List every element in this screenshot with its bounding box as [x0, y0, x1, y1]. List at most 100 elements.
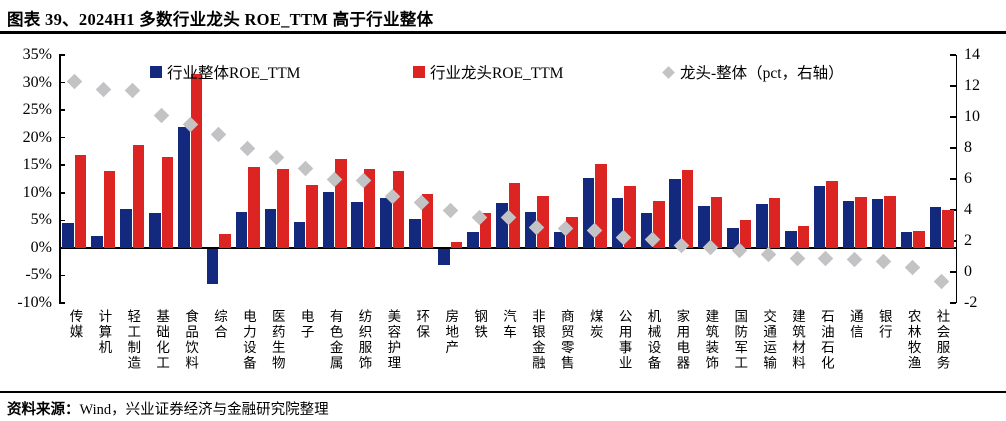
- y-axis-left-label: 35%: [22, 46, 52, 63]
- bar-industry-overall: [813, 186, 826, 248]
- diamond-leader-minus-overall: [847, 251, 863, 268]
- bar-industry-leader: [855, 196, 867, 248]
- bar-industry-overall: [149, 212, 161, 248]
- y-axis-left-tick: [59, 192, 65, 194]
- x-axis-label: 有色金属: [327, 309, 343, 371]
- bar-industry-overall: [409, 218, 421, 248]
- y-axis-right-tick: [950, 271, 956, 273]
- bar-industry-leader: [74, 155, 87, 248]
- bar-industry-leader: [161, 156, 174, 248]
- legend-entry: 行业整体ROE_TTM: [150, 61, 300, 83]
- bar-industry-overall: [553, 232, 566, 248]
- bar-industry-overall: [91, 235, 103, 248]
- bar-industry-overall: [293, 221, 306, 248]
- bar-industry-overall: [264, 209, 277, 248]
- bar-industry-overall: [351, 201, 363, 248]
- y-axis-left-label: 20%: [22, 128, 52, 146]
- y-axis-left-tick: [59, 302, 65, 304]
- y-axis-right-tick: [950, 147, 956, 149]
- y-axis-left-tick: [59, 136, 65, 139]
- bar-industry-overall: [611, 198, 624, 248]
- x-axis-label: 房地产: [443, 309, 459, 356]
- y-axis-right-tick: [950, 54, 956, 56]
- bar-industry-leader: [913, 230, 925, 248]
- x-axis-label: 公用事业: [616, 309, 632, 371]
- x-axis-label: 石油石化: [818, 309, 834, 371]
- x-axis-label: 社会服务: [934, 309, 950, 371]
- x-axis-label: 建筑材料: [790, 309, 806, 371]
- bar-industry-overall: [467, 232, 479, 248]
- y-axis-left-tick: [59, 164, 65, 166]
- bar-industry-leader: [566, 217, 578, 248]
- y-axis-right-line: [955, 55, 957, 303]
- y-axis-left-label: 10%: [22, 183, 52, 201]
- bar-industry-overall: [640, 212, 653, 248]
- y-axis-right-label: 6: [964, 170, 972, 187]
- diamond-leader-minus-overall: [789, 250, 805, 266]
- x-axis-label: 商贸零售: [558, 309, 574, 371]
- x-axis-label: 国防军工: [732, 309, 748, 371]
- y-axis-left-line: [59, 55, 61, 303]
- bar-industry-leader: [595, 163, 607, 248]
- bar-industry-leader: [884, 195, 896, 248]
- x-axis-label: 轻工制造: [125, 309, 141, 371]
- bar-industry-leader: [942, 209, 954, 248]
- y-axis-right-tick: [950, 178, 956, 180]
- x-axis-label: 农林牧渔: [905, 309, 921, 371]
- bar-industry-leader: [219, 233, 231, 248]
- bar-industry-leader: [479, 213, 492, 248]
- y-axis-right-label: 8: [964, 139, 972, 156]
- diamond-leader-minus-overall: [875, 253, 892, 269]
- bar-industry-overall: [322, 192, 335, 248]
- y-axis-left-label: 0%: [30, 238, 52, 256]
- y-axis-left-tick: [59, 274, 65, 277]
- source-label: 资料来源：: [7, 402, 80, 418]
- bar-industry-leader: [277, 168, 289, 248]
- diamond-leader-minus-overall: [904, 259, 921, 276]
- bar-industry-leader: [306, 185, 318, 248]
- x-axis-label: 美容护理: [385, 309, 401, 371]
- bar-industry-overall: [120, 209, 132, 248]
- bar-industry-leader: [363, 169, 376, 248]
- x-axis-baseline: [60, 246, 956, 249]
- title-divider: [0, 31, 1006, 34]
- bar-industry-overall: [669, 179, 681, 248]
- source-text: Wind，兴业证券经济与金融研究院整理: [79, 402, 329, 418]
- y-axis-right-label: 4: [964, 201, 972, 218]
- diamond-leader-minus-overall: [442, 202, 458, 218]
- legend-label: 龙头-整体（pct，右轴）: [680, 65, 844, 82]
- diamond-leader-minus-overall: [268, 149, 285, 166]
- y-axis-right-label: 14: [964, 46, 980, 63]
- bar-industry-leader: [653, 201, 665, 248]
- legend-label: 行业龙头ROE_TTM: [430, 65, 564, 82]
- legend-label: 行业整体ROE_TTM: [167, 65, 301, 82]
- y-axis-right-label: 2: [964, 232, 972, 249]
- x-axis-label: 电力设备: [240, 309, 256, 371]
- bar-industry-overall: [727, 228, 739, 248]
- x-axis-label: 家用电器: [674, 309, 690, 371]
- bar-industry-leader: [335, 159, 347, 248]
- bar-industry-leader: [710, 197, 723, 248]
- source-note: 资料来源：Wind，兴业证券经济与金融研究院整理: [7, 398, 329, 419]
- bar-industry-overall: [929, 206, 942, 248]
- footer-divider: [0, 391, 1006, 393]
- y-axis-right-tick: [950, 116, 956, 118]
- x-axis-label: 非银金融: [529, 309, 545, 371]
- bar-industry-leader: [248, 167, 260, 248]
- x-axis-label: 建筑装饰: [703, 309, 719, 371]
- y-axis-right-tick: [950, 85, 956, 87]
- x-axis-label: 传媒: [67, 309, 83, 340]
- diamond-leader-minus-overall: [66, 73, 83, 90]
- bar-industry-leader: [681, 169, 694, 248]
- x-axis-label: 银行: [876, 309, 892, 340]
- bar-industry-overall: [178, 126, 190, 248]
- bar-industry-overall: [380, 198, 392, 248]
- bar-industry-overall: [582, 178, 595, 248]
- y-axis-left-tick: [59, 81, 65, 84]
- bar-industry-leader: [450, 242, 463, 248]
- diamond-leader-minus-overall: [153, 107, 169, 124]
- legend-square-marker: [150, 66, 162, 78]
- x-axis-label: 食品饮料: [183, 309, 199, 371]
- bar-industry-overall: [842, 201, 855, 248]
- legend-square-marker: [413, 66, 425, 78]
